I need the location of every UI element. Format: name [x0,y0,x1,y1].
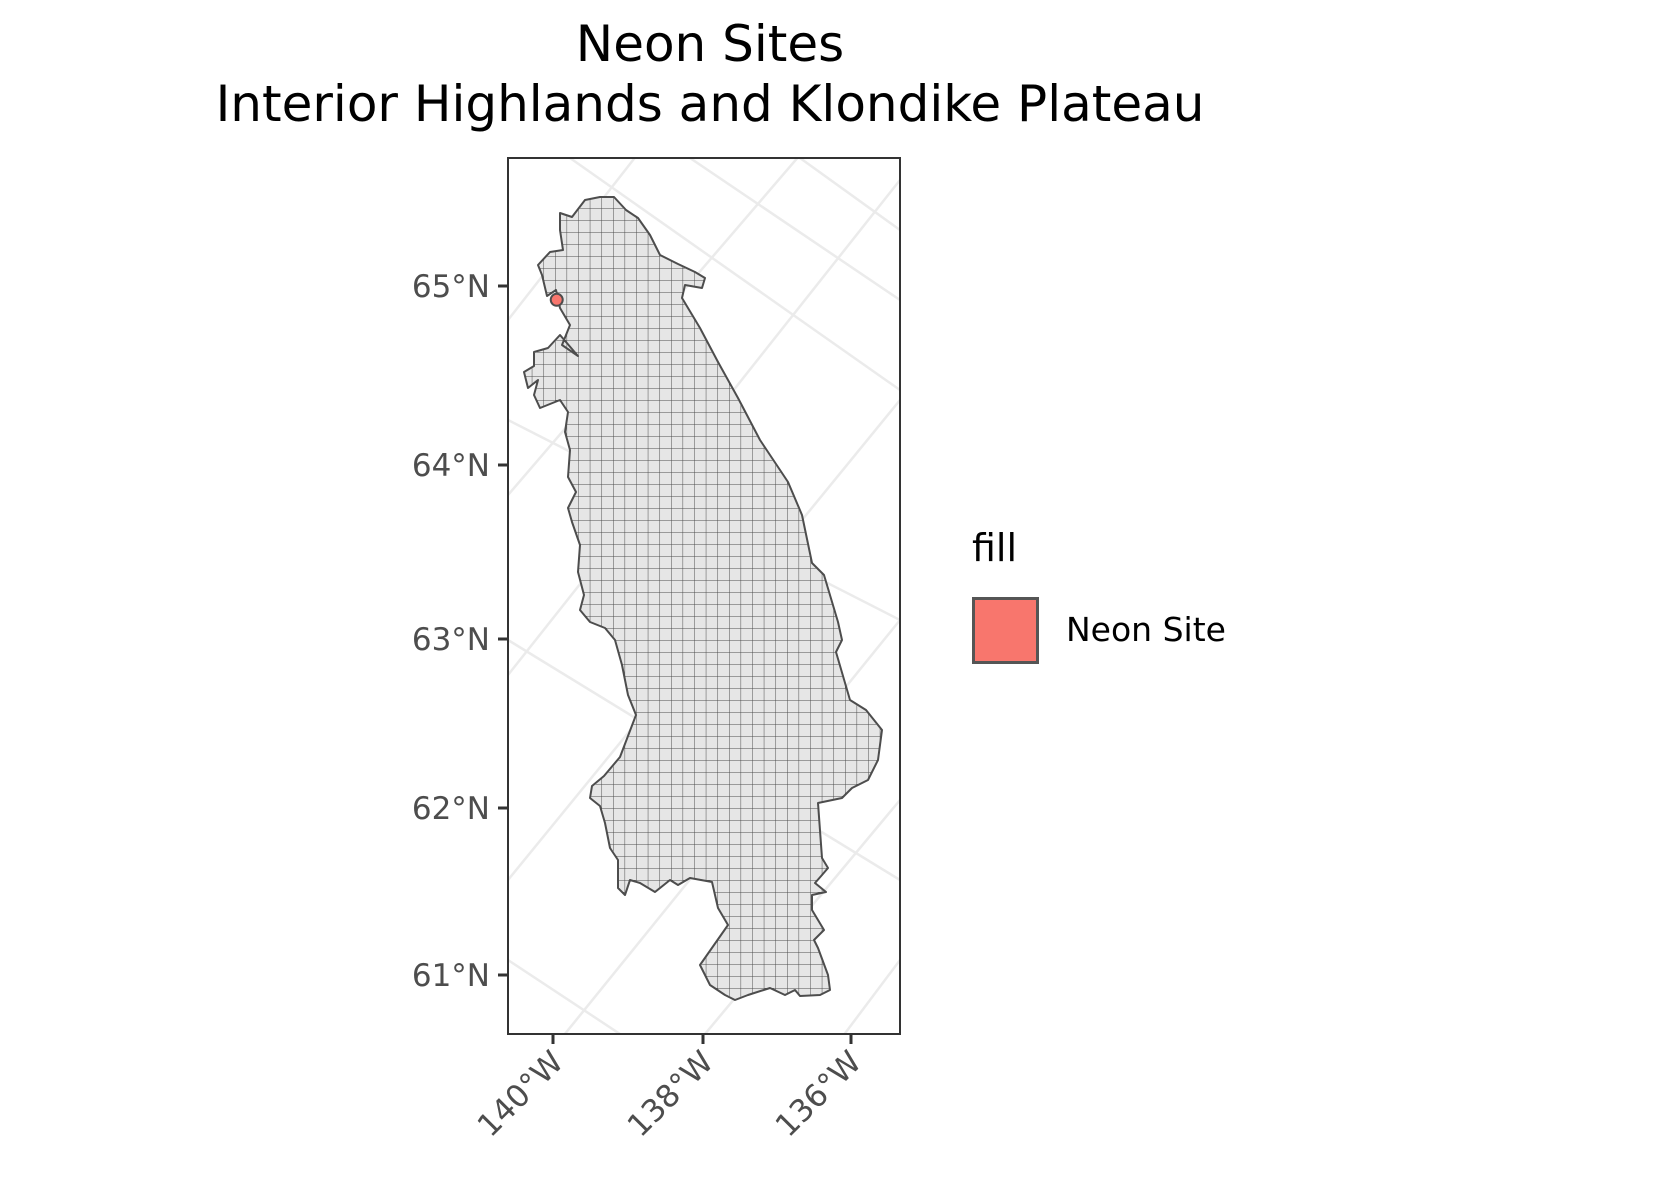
legend-key-neon-site [972,597,1039,664]
legend-label-neon-site: Neon Site [1066,610,1226,649]
graticule-line [569,158,900,392]
y-tick-label: 65°N [412,269,490,305]
region-cells [524,197,882,1000]
map-title: Neon Sites [575,15,845,73]
neon-sites-layer [549,292,564,307]
x-tick-label: 140°W [471,1044,571,1144]
y-tick-label: 63°N [412,622,490,658]
map-subtitle: Interior Highlands and Klondike Plateau [215,75,1205,133]
graticule-line [842,959,900,1034]
y-tick-label: 61°N [412,958,490,994]
legend-title: fill [972,526,1018,570]
y-tick-label: 64°N [412,448,490,484]
neon-site-marker [549,292,564,307]
y-tick-label: 62°N [412,791,490,827]
x-tick-label: 138°W [621,1044,721,1144]
x-tick-label: 136°W [769,1044,869,1144]
graticule-line [689,158,900,302]
graticule-line [799,158,900,232]
graticule-line [508,958,621,1034]
